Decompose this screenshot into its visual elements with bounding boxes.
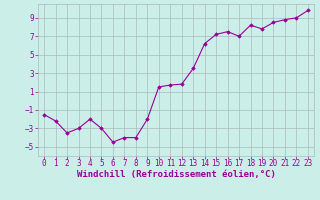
X-axis label: Windchill (Refroidissement éolien,°C): Windchill (Refroidissement éolien,°C) [76,170,276,179]
